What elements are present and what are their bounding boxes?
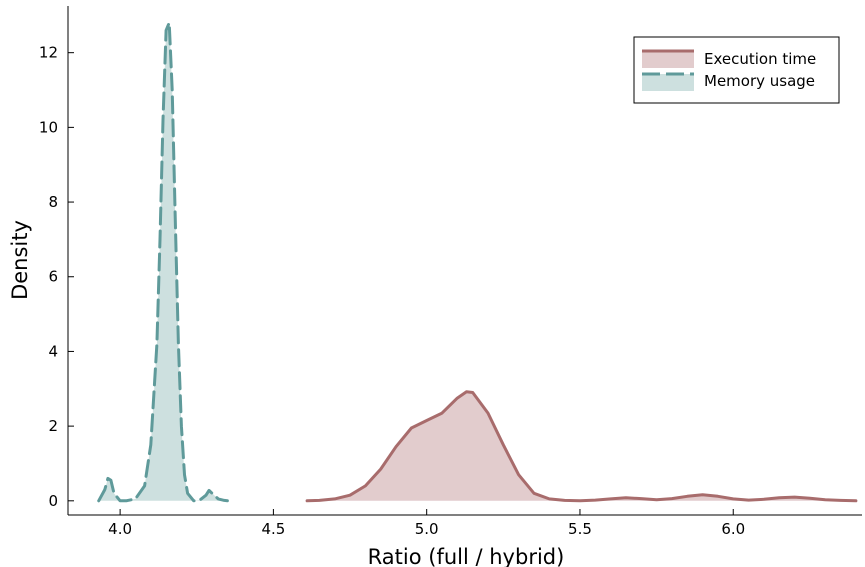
- x-tick-label: 6.0: [721, 520, 745, 538]
- legend-box: [633, 36, 840, 104]
- plot-area: [97, 21, 858, 503]
- y-tick-label: 6: [48, 268, 58, 286]
- y-tick-label: 10: [39, 118, 58, 136]
- y-tick-label: 8: [48, 193, 58, 211]
- legend-swatch-memory-usage-fill: [642, 74, 694, 91]
- y-axis-title: Density: [8, 220, 32, 300]
- y-tick-label: 0: [48, 492, 58, 510]
- x-tick-label: 5.5: [568, 520, 592, 538]
- x-tick-label: 5.0: [415, 520, 439, 538]
- series-fill-memory-usage: [98, 22, 228, 501]
- series-line-memory-usage: [97, 21, 229, 503]
- legend: Execution time Memory usage: [633, 36, 840, 104]
- legend-swatch-execution-time-fill: [642, 51, 694, 68]
- series-lines: [97, 21, 858, 503]
- x-tick-label: 4.5: [261, 520, 285, 538]
- x-axis-title: Ratio (full / hybrid): [368, 545, 565, 567]
- y-tick-label: 12: [39, 44, 58, 62]
- y-axis-ticks: 0 2 4 6 8 10 12: [39, 44, 74, 510]
- y-tick-label: 2: [48, 417, 58, 435]
- legend-label-execution-time: Execution time: [704, 50, 816, 68]
- series-fill-execution-time: [307, 391, 856, 501]
- series-fills: [98, 22, 856, 501]
- x-tick-label: 4.0: [108, 520, 132, 538]
- x-axis-ticks: 4.0 4.5 5.0 5.5 6.0: [108, 509, 745, 538]
- legend-label-memory-usage: Memory usage: [704, 72, 815, 90]
- series-line-execution-time: [305, 390, 858, 503]
- y-tick-label: 4: [48, 342, 58, 360]
